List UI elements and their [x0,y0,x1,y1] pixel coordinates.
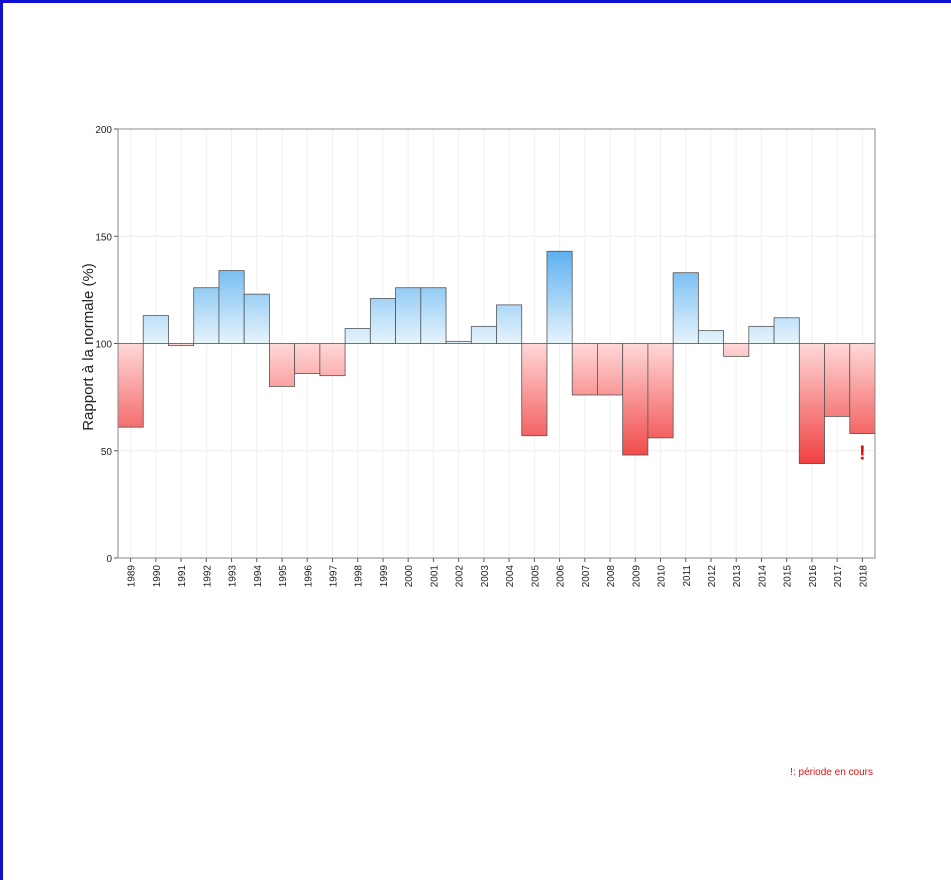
x-tick-label: 1997 [328,565,339,588]
x-tick-label: 2014 [757,565,768,588]
bar [193,287,220,344]
x-tick-label: 2004 [505,565,516,588]
x-tick-label: 2011 [682,565,693,587]
bar [243,293,270,344]
x-tick-label: 2012 [707,565,718,588]
x-tick-label: 2017 [833,565,844,588]
bar [849,343,876,434]
bar [697,330,724,344]
bar [369,298,396,344]
bar [117,343,144,428]
bar [571,343,598,396]
period-marker: ! [859,443,866,465]
x-tick-label: 2006 [556,565,567,588]
bar [142,315,169,344]
x-tick-label: 1999 [379,565,390,588]
y-tick-label: 100 [95,340,112,351]
x-tick-label: 2015 [783,565,794,588]
bar [748,325,775,344]
bar [168,343,195,347]
x-tick-label: 1994 [253,565,264,588]
bar [344,328,371,344]
bar [723,343,750,357]
x-tick-label: 2009 [631,565,642,588]
bar [773,317,800,344]
bar [395,287,422,344]
x-tick-label: 2000 [404,565,415,588]
x-tick-label: 2007 [581,565,592,588]
bar [218,270,245,344]
bar [622,343,649,456]
plot-frame [117,128,876,559]
x-tick-label: 2003 [480,565,491,588]
bar [445,340,472,344]
y-axis-label: Rapport à la normale (%) [80,263,97,431]
bar [420,287,447,344]
x-tick-label: 1996 [303,565,314,588]
bar [647,343,674,439]
x-tick-label: 1998 [354,565,365,588]
y-tick-label: 50 [101,447,113,458]
bar [319,343,346,377]
footnote: !: période en cours [790,767,873,778]
bar [824,343,851,417]
bar [672,272,699,344]
bar [546,250,573,344]
bar [597,343,624,396]
x-tick-label: 2005 [530,565,541,588]
y-tick-label: 200 [95,125,112,136]
chart: Rapport à la normale (%) !: période en c… [80,125,876,778]
bar [798,343,825,465]
x-tick-label: 1989 [127,565,138,588]
bar [521,343,548,437]
x-tick-label: 2008 [606,565,617,588]
x-tick-label: 1995 [278,565,289,588]
x-tick-label: 2013 [732,565,743,588]
x-tick-label: 2016 [808,565,819,588]
y-tick-label: 150 [95,232,112,243]
x-tick-label: 1991 [177,565,188,588]
bar [268,343,296,387]
x-tick-label: 2002 [455,565,466,588]
bar [496,304,523,344]
x-tick-label: 2010 [657,565,668,588]
bar [294,343,321,374]
x-tick-label: 2001 [429,565,440,588]
bar [470,325,497,344]
y-tick-label: 0 [106,554,112,565]
x-tick-label: 1993 [228,565,239,588]
x-tick-label: 1992 [202,565,213,588]
x-tick-label: 1990 [152,565,163,588]
x-tick-label: 2018 [858,565,869,588]
